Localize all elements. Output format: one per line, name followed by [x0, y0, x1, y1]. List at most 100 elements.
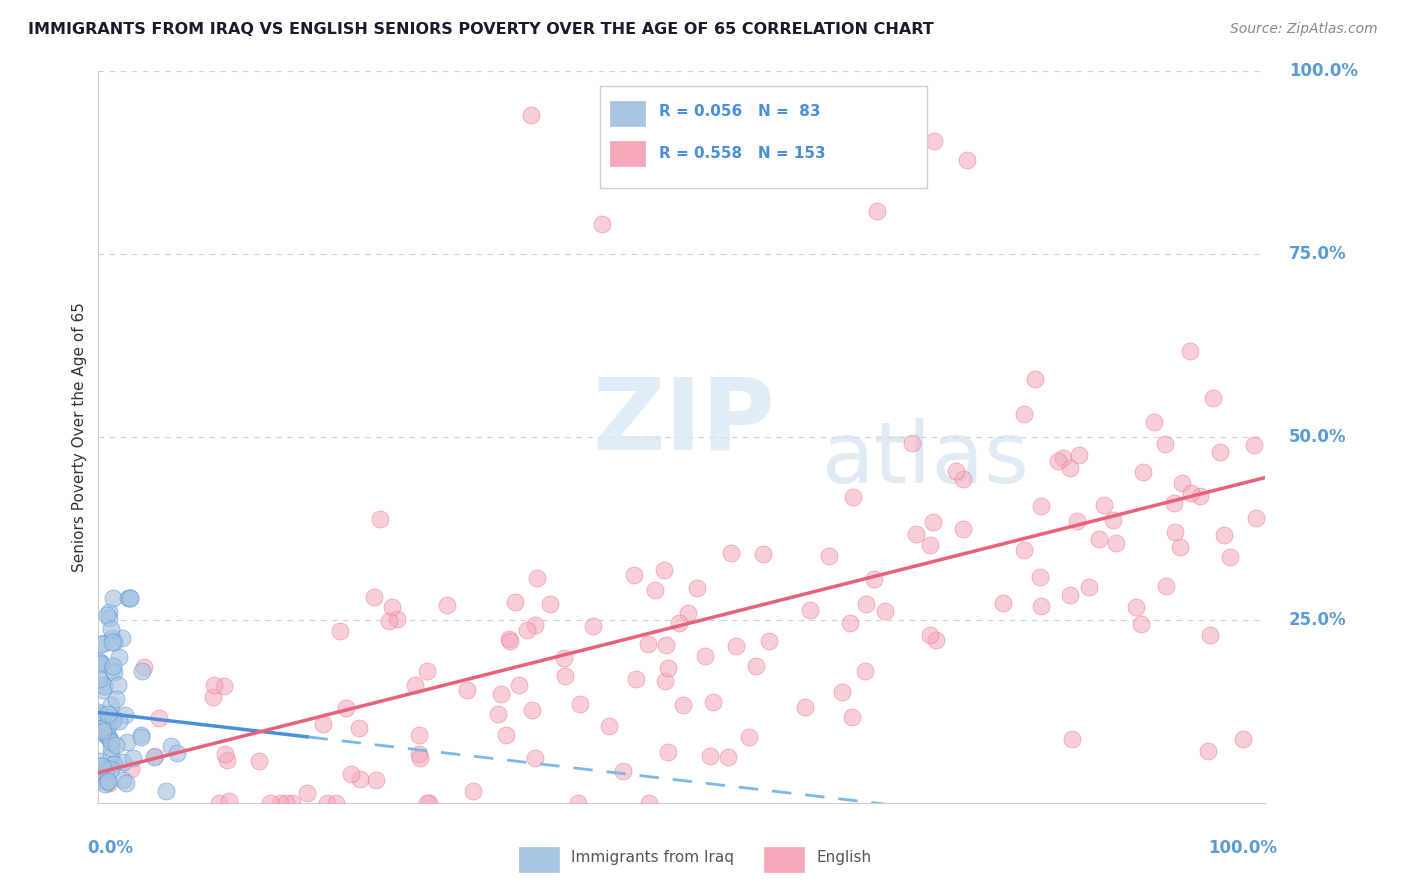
Point: [114, 708, 136, 723]
Point: [96, 723, 118, 737]
Point: [1197, 744, 1219, 758]
Point: [131, 665, 153, 679]
Point: [668, 616, 690, 631]
Point: [418, 796, 440, 810]
Point: [312, 717, 335, 731]
Point: [381, 600, 404, 615]
Point: [1059, 461, 1081, 475]
Point: [121, 751, 143, 765]
Point: [1180, 486, 1202, 500]
Point: [1029, 500, 1052, 514]
Bar: [610, 101, 644, 126]
Point: [325, 796, 347, 810]
Point: [554, 668, 576, 682]
Point: [349, 772, 371, 786]
Point: [97, 775, 120, 789]
Point: [340, 767, 363, 781]
Point: [90, 768, 112, 782]
Point: [522, 703, 544, 717]
Point: [1101, 513, 1123, 527]
Point: [377, 614, 399, 628]
Point: [409, 751, 432, 765]
Point: [111, 756, 134, 770]
Point: [503, 595, 526, 609]
Point: [853, 665, 876, 679]
Point: [93, 679, 115, 693]
Point: [100, 762, 122, 776]
Point: [97, 706, 120, 721]
Point: [866, 204, 889, 219]
Point: [408, 747, 430, 762]
Point: [247, 754, 270, 768]
Point: [91, 724, 114, 739]
Point: [945, 464, 967, 478]
Point: [863, 573, 886, 587]
Point: [91, 712, 114, 726]
Text: R = 0.056   N =  83: R = 0.056 N = 83: [658, 104, 820, 120]
Point: [1132, 465, 1154, 479]
Point: [87, 715, 110, 730]
Point: [212, 679, 235, 693]
Point: [101, 631, 124, 645]
Point: [855, 597, 877, 611]
Point: [387, 612, 409, 626]
Point: [1199, 628, 1222, 642]
Point: [693, 649, 716, 664]
Point: [87, 658, 110, 673]
Point: [100, 734, 122, 748]
Point: [758, 634, 780, 648]
Point: [516, 623, 538, 637]
Text: atlas: atlas: [823, 417, 1031, 500]
Point: [103, 635, 125, 649]
Point: [103, 757, 125, 772]
Point: [1188, 489, 1211, 503]
Point: [717, 750, 740, 764]
Point: [107, 649, 129, 664]
Point: [1105, 536, 1128, 550]
Point: [101, 663, 124, 677]
Point: [918, 628, 941, 642]
Point: [1088, 533, 1111, 547]
Point: [93, 636, 115, 650]
Point: [90, 721, 112, 735]
Point: [1154, 437, 1177, 451]
Point: [329, 624, 352, 638]
Point: [93, 777, 115, 791]
Text: English: English: [815, 850, 872, 865]
Text: Source: ZipAtlas.com: Source: ZipAtlas.com: [1230, 22, 1378, 37]
Point: [1077, 580, 1099, 594]
Text: 25.0%: 25.0%: [1289, 611, 1347, 629]
Point: [131, 730, 153, 744]
Point: [1178, 344, 1201, 359]
Point: [702, 695, 724, 709]
Point: [404, 678, 426, 692]
Text: 100.0%: 100.0%: [1208, 839, 1277, 857]
Point: [89, 773, 111, 788]
Point: [1059, 588, 1081, 602]
Point: [918, 538, 941, 552]
Text: 0.0%: 0.0%: [87, 839, 132, 857]
Y-axis label: Seniors Poverty Over the Age of 65: Seniors Poverty Over the Age of 65: [72, 302, 87, 572]
Point: [623, 567, 645, 582]
Point: [117, 591, 139, 605]
Point: [118, 591, 141, 605]
Point: [831, 685, 853, 699]
Point: [752, 547, 775, 561]
Point: [89, 754, 111, 768]
Point: [1029, 570, 1052, 584]
Point: [408, 728, 430, 742]
Point: [91, 707, 114, 722]
Point: [956, 153, 979, 167]
Point: [118, 591, 141, 605]
Point: [218, 794, 240, 808]
Point: [904, 527, 927, 541]
Point: [214, 747, 236, 762]
Point: [1213, 528, 1236, 542]
Point: [100, 747, 122, 761]
Point: [901, 436, 924, 450]
Point: [1052, 450, 1074, 465]
Point: [1066, 515, 1088, 529]
Point: [87, 767, 110, 781]
Point: [524, 751, 547, 765]
Point: [495, 728, 517, 742]
